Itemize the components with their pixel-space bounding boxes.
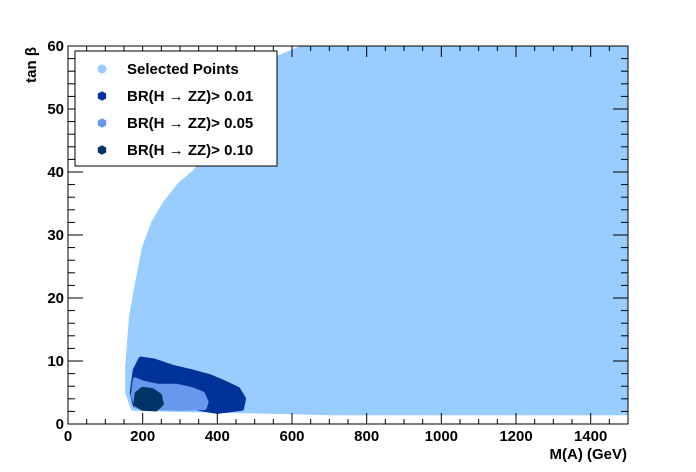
y-tick-label: 0 [56,416,64,433]
x-tick-label: 1200 [499,428,532,445]
x-tick-label: 400 [205,428,230,445]
y-tick-label: 30 [47,227,64,244]
y-tick-label: 10 [47,353,64,370]
x-tick-label: 600 [279,428,304,445]
axis-tick-labels: 0 200 400 600 800 1000 1200 1400 0 10 20 30 40 50 60 [47,38,607,445]
y-tick-label: 60 [47,38,64,55]
y-axis-label: tan β [23,47,40,83]
legend-box [74,50,278,167]
x-tick-label: 0 [64,428,72,445]
legend-marker [97,145,107,155]
legend-marker [97,118,107,128]
y-tick-label: 50 [47,101,64,118]
legend-label: BR(H → ZZ)> 0.10 [127,142,253,159]
legend-label: BR(H → ZZ)> 0.01 [127,88,253,105]
legend-label: BR(H → ZZ)> 0.05 [127,115,253,132]
legend: Selected Points BR(H → ZZ)> 0.01 BR(H → ZZ… [74,50,278,167]
legend-entry-br-h-zz-0-01: BR(H → ZZ)> 0.01 [97,88,253,105]
axis-ticks [67,45,629,425]
x-tick-label: 1400 [574,428,607,445]
y-tick-label: 20 [47,290,64,307]
legend-entry-br-h-zz-0-05: BR(H → ZZ)> 0.05 [97,115,253,132]
legend-marker [97,91,107,101]
legend-label: Selected Points [127,61,239,78]
y-tick-label: 40 [47,164,64,181]
series-region-br-h-zz-0-10 [133,386,164,412]
legend-marker [97,64,107,74]
x-tick-label: 1000 [425,428,458,445]
x-tick-label: 200 [130,428,155,445]
legend-entry-br-h-zz-0-10: BR(H → ZZ)> 0.10 [97,142,253,159]
x-axis-label: M(A) (GeV) [550,446,628,463]
x-tick-label: 800 [354,428,379,445]
legend-entry-selected-points: Selected Points [97,61,239,78]
